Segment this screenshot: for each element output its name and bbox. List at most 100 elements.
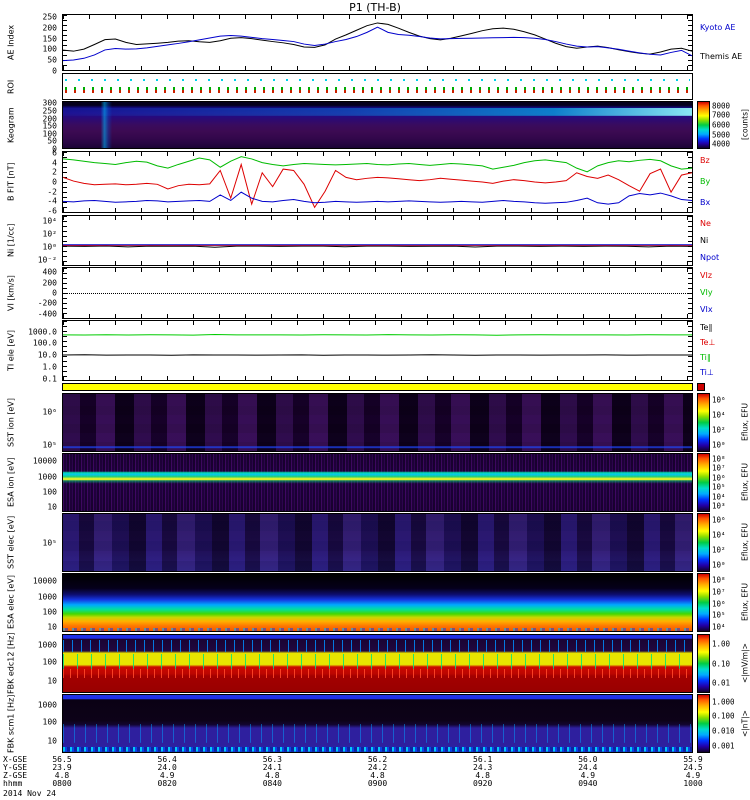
fbk-e-colorbar-ticks: 1.00 0.10 0.01 (712, 634, 738, 693)
x-tick-value: 24.3 (473, 763, 493, 772)
y-tick-label: 0 (52, 66, 57, 76)
colorbar-tick-label: 10⁷ (712, 463, 726, 473)
keogram-colorbar-ticks: 4000 5000 6000 7000 8000 (712, 101, 738, 149)
keogram-colorbar-gradient (697, 101, 710, 149)
colorbar-tick-label: 10⁶ (712, 473, 726, 483)
x-tick-value: 56.0 (578, 755, 598, 764)
x-tick-value: 4.9 (685, 771, 701, 780)
sst-elec-colorbar-unit: Eflux, EFU (740, 523, 750, 562)
x-tick-value: 55.9 (683, 755, 703, 764)
bfit-yticks: 6 4 2 0 -2 -4 -6 (14, 148, 60, 216)
colorbar-tick-label: 10⁰ (712, 440, 726, 450)
velocity-yticks: 400 200 0 -200 -400 (14, 267, 60, 319)
colorbar-tick-label: 0.001 (712, 741, 735, 751)
colorbar-tick-label: 10⁶ (712, 599, 726, 609)
colorbar-tick-label: 7000 (712, 110, 731, 120)
sst-ion-colorbar-unit: Eflux, EFU (740, 403, 750, 442)
trace-label: Bx (700, 197, 711, 207)
y-tick-label: -2 (47, 187, 57, 197)
y-tick-label: 6 (52, 148, 57, 158)
esa-ion-colorbar-ticks: 10⁸ 10⁷ 10⁶ 10⁵ 10⁴ 10³ (712, 453, 738, 512)
axis-date: 2014 Nov 24 (3, 789, 56, 798)
quality-flag-marker (697, 383, 705, 391)
y-tick-label: 10⁻² (37, 255, 57, 265)
y-tick-label: 250 (42, 106, 57, 116)
ae-yticks: 0 50 100 150 200 250 (14, 12, 60, 75)
trace-label: VIy (700, 287, 713, 297)
y-tick-label: 0 (52, 144, 57, 154)
esa-ion-yticks: 10000 1000 100 10 (14, 453, 60, 512)
y-tick-label: 10⁵ (42, 538, 57, 547)
y-tick-label: 100 (42, 657, 57, 667)
axis-row-label-xgse: X-GSE (3, 755, 28, 764)
y-tick-label: 2 (52, 167, 57, 177)
y-tick-label: 10⁶ (42, 407, 57, 417)
y-tick-label: 1000 (37, 592, 57, 602)
x-tick-value: 0820 (157, 779, 177, 788)
y-tick-label: 400 (42, 267, 57, 277)
sst-ion-colorbar: 10⁶ 10⁴ 10² 10⁰ Eflux, EFU (697, 393, 750, 452)
x-tick-value: 56.5 (52, 755, 72, 764)
bottom-axis: X-GSE 56.5 56.4 56.3 56.2 56.1 56.0 55.9 Y-GSE… (0, 753, 750, 800)
fbk-e-colorbar: 1.00 0.10 0.01 <|mV/m|> (697, 634, 750, 693)
axis-row-label-zgse: Z-GSE (3, 771, 28, 780)
y-tick-label: 0.1 (42, 374, 57, 384)
y-tick-label: 0 (52, 177, 57, 187)
roi-plot (62, 73, 693, 100)
esa-ion-colorbar-gradient (697, 453, 710, 512)
x-tick-value: 0800 (52, 779, 72, 788)
sst-ion-colorbar-gradient (697, 393, 710, 452)
esa-elec-colorbar-gradient (697, 573, 710, 632)
y-tick-label: -400 (37, 309, 57, 319)
colorbar-tick-label: 10⁰ (712, 560, 726, 570)
y-tick-label: 0 (52, 288, 57, 298)
y-tick-label: -4 (47, 196, 57, 206)
y-tick-label: 1000.0 (28, 327, 57, 337)
trace-label: By (700, 176, 711, 186)
y-tick-label: 10⁴ (42, 216, 57, 226)
fbk-e-colorbar-gradient (697, 634, 710, 693)
esa-elec-colorbar-ticks: 10⁸ 10⁷ 10⁶ 10⁵ 10⁴ (712, 573, 738, 632)
keogram-yticks: 0 50 100 150 200 250 300 (14, 99, 60, 154)
axis-row-zgse: Z-GSE 4.8 4.9 4.8 4.8 4.8 4.9 4.9 (0, 771, 750, 780)
panel-temperature: TI ele [eV] 1000.0 100.0 10.0 1.0 0.1 Te∥ Te⊥… (0, 320, 750, 384)
colorbar-tick-label: 4000 (712, 139, 731, 149)
trace-label: Te⊥ (700, 337, 716, 347)
sst-elec-heatmap (62, 513, 693, 572)
temperature-legend: Te∥ Te⊥ Ti∥ Ti⊥ (700, 320, 750, 381)
trace-label: Npot (700, 252, 720, 262)
roi-marker-row-red (65, 90, 690, 93)
axis-row-label-time: hhmm (3, 779, 23, 788)
ae-plot (62, 14, 693, 71)
y-tick-label: 1000 (37, 700, 57, 710)
fbk-e-heatmap (62, 634, 693, 693)
y-tick-label: 10 (47, 676, 57, 686)
colorbar-tick-label: 10⁴ (712, 492, 726, 502)
panel-fbk-e: FBK edc12 [Hz] 1000 100 10 1.00 0.10 0.01 <|… (0, 633, 750, 694)
colorbar-tick-label: 10⁵ (712, 610, 726, 620)
temperature-yticks: 1000.0 100.0 10.0 1.0 0.1 (14, 320, 60, 384)
y-tick-label: 100 (42, 487, 57, 497)
velocity-plot (62, 267, 693, 319)
trace-label: VIz (700, 270, 713, 280)
y-tick-label: -6 (47, 206, 57, 216)
trace-label: Bz (700, 156, 710, 166)
x-tick-value: 24.2 (367, 763, 388, 772)
colorbar-tick-label: 10³ (712, 501, 726, 511)
colorbar-tick-label: 0.100 (712, 711, 735, 721)
panel-roi: ROI (0, 73, 750, 100)
x-tick-value: 0840 (262, 779, 282, 788)
fbk-b-colorbar-ticks: 1.000 0.100 0.010 0.001 (712, 694, 738, 753)
y-tick-label: 1.0 (42, 362, 57, 372)
panel-fbk-b: FBK scm1 [Hz] 1000 100 10 1.000 0.100 0.010 0… (0, 694, 750, 753)
colorbar-tick-label: 10⁴ (712, 410, 726, 420)
colorbar-tick-label: 0.010 (712, 726, 735, 736)
colorbar-tick-label: 10⁴ (712, 530, 726, 540)
esa-elec-colorbar-unit: Eflux, EFU (740, 583, 750, 622)
x-tick-value: 24.1 (262, 763, 282, 772)
colorbar-tick-label: 1.00 (712, 639, 731, 649)
y-tick-label: 10⁰ (42, 242, 57, 252)
y-tick-label: 100.0 (32, 338, 57, 348)
colorbar-tick-label: 10⁵ (712, 482, 726, 492)
